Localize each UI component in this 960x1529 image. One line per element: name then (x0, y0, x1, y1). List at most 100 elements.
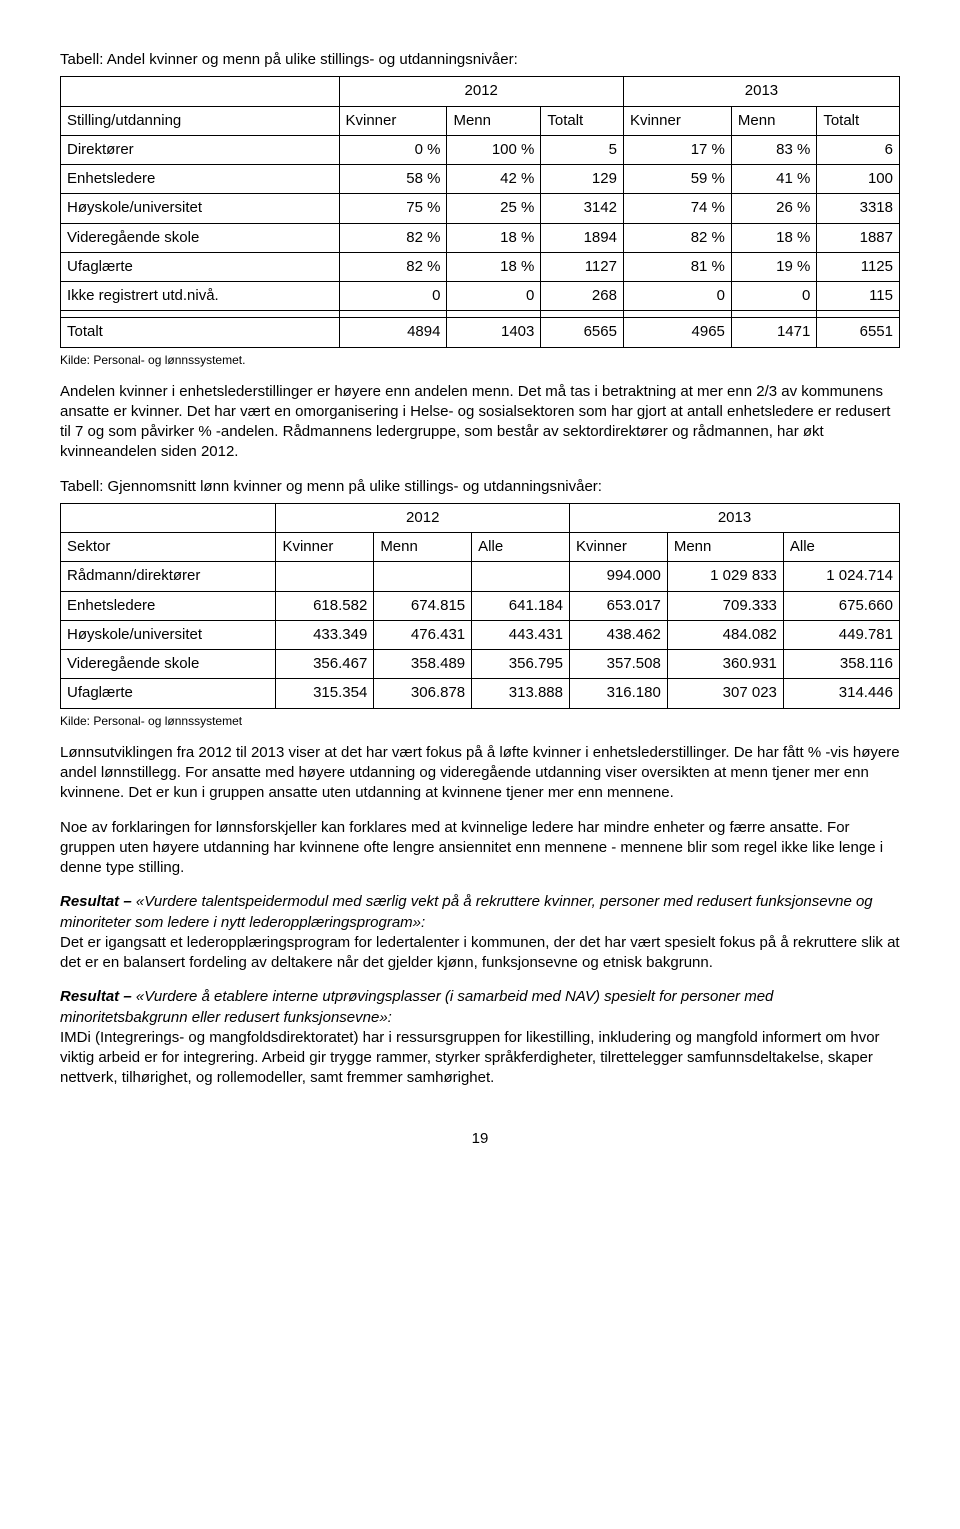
table1-colgroup: Stilling/utdanning (61, 106, 340, 135)
table-cell: 3142 (541, 194, 624, 223)
table-cell: 316.180 (570, 679, 668, 708)
table-row-label: Enhetsledere (61, 591, 276, 620)
table-cell: 74 % (623, 194, 731, 223)
table-cell: 6 (817, 135, 900, 164)
table-row-label: Rådmann/direktører (61, 562, 276, 591)
paragraph: Andelen kvinner i enhetslederstillinger … (60, 382, 900, 463)
table-cell: 1125 (817, 252, 900, 281)
table-cell: 18 % (447, 223, 541, 252)
table1-total-cell: 6551 (817, 318, 900, 347)
table-row-label: Videregående skole (61, 650, 276, 679)
table1-col: Kvinner (623, 106, 731, 135)
table-cell: 26 % (731, 194, 816, 223)
table2-col: Kvinner (276, 533, 374, 562)
table2-year1: 2012 (276, 503, 570, 532)
table-cell: 1 029 833 (667, 562, 783, 591)
table-cell: 484.082 (667, 620, 783, 649)
table-cell: 313.888 (472, 679, 570, 708)
table-cell: 0 (623, 282, 731, 311)
table1-total-cell: 6565 (541, 318, 624, 347)
table-cell: 449.781 (783, 620, 899, 649)
table2-col: Alle (783, 533, 899, 562)
table-cell (472, 562, 570, 591)
table1-col: Kvinner (339, 106, 447, 135)
table1-total-cell: 4894 (339, 318, 447, 347)
table-cell: 268 (541, 282, 624, 311)
table-row-label: Enhetsledere (61, 165, 340, 194)
table-cell: 17 % (623, 135, 731, 164)
table-cell: 3318 (817, 194, 900, 223)
table1-total-cell: 4965 (623, 318, 731, 347)
table-cell: 653.017 (570, 591, 668, 620)
table2-source: Kilde: Personal- og lønnssystemet (60, 713, 900, 729)
table-cell: 129 (541, 165, 624, 194)
table2-title: Tabell: Gjennomsnitt lønn kvinner og men… (60, 477, 900, 497)
table1-title: Tabell: Andel kvinner og menn på ulike s… (60, 50, 900, 70)
table-cell: 82 % (339, 252, 447, 281)
table-row-label: Høyskole/universitet (61, 194, 340, 223)
table-cell: 360.931 (667, 650, 783, 679)
table1-col: Menn (447, 106, 541, 135)
table-cell: 0 (731, 282, 816, 311)
table-cell: 438.462 (570, 620, 668, 649)
table-cell: 1 024.714 (783, 562, 899, 591)
paragraph: Noe av forklaringen for lønnsforskjeller… (60, 818, 900, 879)
result-block: Resultat – «Vurdere å etablere interne u… (60, 987, 900, 1088)
table-row-label: Videregående skole (61, 223, 340, 252)
table-row-label: Direktører (61, 135, 340, 164)
table-cell: 358.116 (783, 650, 899, 679)
table-cell: 82 % (623, 223, 731, 252)
table-cell: 674.815 (374, 591, 472, 620)
table-cell: 314.446 (783, 679, 899, 708)
table2: 2012 2013 Sektor Kvinner Menn Alle Kvinn… (60, 503, 900, 709)
table-row-label: Ikke registrert utd.nivå. (61, 282, 340, 311)
table-cell: 59 % (623, 165, 731, 194)
result-quote: «Vurdere å etablere interne utprøvingspl… (60, 988, 773, 1025)
table1-col: Menn (731, 106, 816, 135)
table-cell: 356.467 (276, 650, 374, 679)
table-cell: 81 % (623, 252, 731, 281)
table-cell: 307 023 (667, 679, 783, 708)
table1-total-label: Totalt (61, 318, 340, 347)
table-cell: 41 % (731, 165, 816, 194)
table-cell: 306.878 (374, 679, 472, 708)
result-body: IMDi (Integrerings- og mangfoldsdirektor… (60, 1029, 880, 1087)
table-cell: 18 % (447, 252, 541, 281)
table1: 2012 2013 Stilling/utdanning Kvinner Men… (60, 76, 900, 347)
table2-col: Menn (667, 533, 783, 562)
table-cell: 618.582 (276, 591, 374, 620)
table-cell: 476.431 (374, 620, 472, 649)
table2-year2: 2013 (570, 503, 900, 532)
table-cell: 83 % (731, 135, 816, 164)
table-cell: 358.489 (374, 650, 472, 679)
table-cell: 25 % (447, 194, 541, 223)
page-number: 19 (60, 1129, 900, 1149)
result-lead: Resultat – (60, 988, 136, 1005)
table-cell: 82 % (339, 223, 447, 252)
table-cell: 709.333 (667, 591, 783, 620)
table1-col: Totalt (817, 106, 900, 135)
table2-col: Alle (472, 533, 570, 562)
table-cell: 100 % (447, 135, 541, 164)
table-cell: 0 (447, 282, 541, 311)
table2-col: Menn (374, 533, 472, 562)
table1-col: Totalt (541, 106, 624, 135)
table-cell: 0 (339, 282, 447, 311)
result-block: Resultat – «Vurdere talentspeidermodul m… (60, 892, 900, 973)
table-cell: 100 (817, 165, 900, 194)
table-cell: 18 % (731, 223, 816, 252)
table1-year1: 2012 (339, 77, 623, 106)
result-quote: «Vurdere talentspeidermodul med særlig v… (60, 893, 873, 930)
table-cell: 443.431 (472, 620, 570, 649)
table-row-label: Høyskole/universitet (61, 620, 276, 649)
table-cell (276, 562, 374, 591)
table-cell: 641.184 (472, 591, 570, 620)
table-cell: 42 % (447, 165, 541, 194)
paragraph: Lønnsutviklingen fra 2012 til 2013 viser… (60, 743, 900, 804)
table-cell (374, 562, 472, 591)
table-cell: 1887 (817, 223, 900, 252)
table-cell: 433.349 (276, 620, 374, 649)
table-row-label: Ufaglærte (61, 679, 276, 708)
table2-col: Kvinner (570, 533, 668, 562)
table-row-label: Ufaglærte (61, 252, 340, 281)
